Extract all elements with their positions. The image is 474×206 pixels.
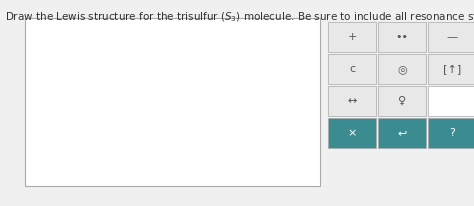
Bar <box>328 86 376 116</box>
Bar <box>328 22 376 52</box>
Text: ↔: ↔ <box>347 96 357 106</box>
Text: ◎: ◎ <box>397 64 407 74</box>
Text: ×: × <box>347 128 357 138</box>
Text: +: + <box>347 32 357 42</box>
Bar <box>328 54 376 84</box>
Bar <box>428 118 474 148</box>
Text: Draw the Lewis structure for the trisulfur $(S_3)$ molecule. Be sure to include : Draw the Lewis structure for the trisulf… <box>5 10 474 24</box>
Bar <box>428 54 474 84</box>
Text: c: c <box>349 64 355 74</box>
Bar <box>378 118 426 148</box>
Bar <box>428 22 474 52</box>
Bar <box>378 86 426 116</box>
Bar <box>328 118 376 148</box>
Bar <box>378 54 426 84</box>
Bar <box>25 18 320 186</box>
Text: ••: •• <box>395 32 409 42</box>
Bar <box>428 86 474 116</box>
Text: ♀: ♀ <box>398 96 406 106</box>
Text: —: — <box>447 32 457 42</box>
Text: ↩: ↩ <box>397 128 407 138</box>
Bar <box>378 22 426 52</box>
Text: ?: ? <box>449 128 455 138</box>
Text: [↑]: [↑] <box>443 64 461 74</box>
